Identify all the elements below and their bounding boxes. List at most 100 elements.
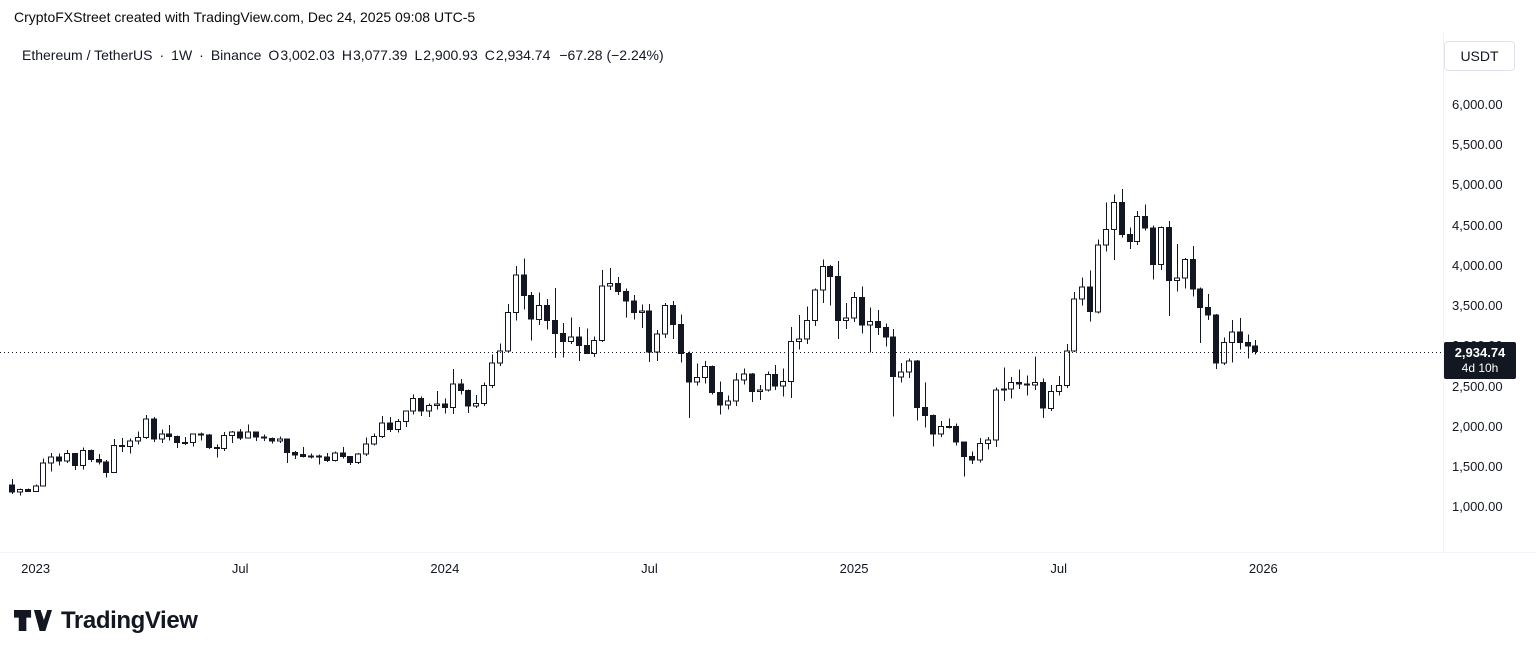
time-axis[interactable]: 2023 Jul 2024 Jul 2025 Jul 2026 bbox=[0, 552, 1536, 591]
time-tick: 2026 bbox=[1248, 561, 1278, 576]
candle bbox=[1190, 245, 1196, 297]
candle bbox=[1213, 314, 1219, 369]
candle bbox=[284, 438, 290, 463]
candle bbox=[694, 363, 700, 386]
candle bbox=[1016, 369, 1022, 389]
candle bbox=[1064, 343, 1070, 389]
candle bbox=[1166, 220, 1172, 316]
candle bbox=[159, 429, 165, 444]
candle bbox=[237, 428, 243, 441]
candle bbox=[513, 265, 519, 321]
candle bbox=[584, 328, 590, 355]
candle bbox=[489, 354, 495, 389]
time-tick: 2023 bbox=[21, 561, 51, 576]
price-tick: 1,000.00 bbox=[1452, 499, 1503, 515]
candle bbox=[300, 447, 306, 458]
candle bbox=[324, 453, 330, 462]
candle bbox=[340, 447, 346, 459]
candle bbox=[607, 267, 613, 290]
price-tick: 5,000.00 bbox=[1452, 177, 1503, 193]
candle bbox=[528, 292, 534, 341]
candle bbox=[166, 425, 172, 441]
open-value: O3,002.03 bbox=[268, 47, 335, 63]
candle bbox=[9, 479, 15, 494]
candle bbox=[725, 395, 731, 410]
candle bbox=[395, 419, 401, 433]
price-tick: 5,500.00 bbox=[1452, 137, 1503, 153]
candle bbox=[1150, 225, 1156, 280]
candle bbox=[741, 368, 747, 385]
candle bbox=[686, 351, 692, 418]
close-value: C2,934.74 bbox=[484, 47, 551, 63]
time-tick: 2025 bbox=[839, 561, 869, 576]
candle bbox=[820, 259, 826, 303]
candle bbox=[214, 444, 220, 458]
candle bbox=[174, 435, 180, 448]
currency-toggle-button[interactable]: USDT bbox=[1444, 41, 1515, 71]
candle bbox=[670, 301, 676, 340]
candle bbox=[867, 307, 873, 353]
candle bbox=[544, 299, 550, 330]
candle bbox=[143, 415, 149, 439]
candle bbox=[615, 277, 621, 296]
candle bbox=[1134, 211, 1140, 245]
candle bbox=[946, 418, 952, 429]
last-price-badge: 2,934.74 4d 10h bbox=[1444, 342, 1516, 379]
candle bbox=[1024, 375, 1030, 396]
candle bbox=[1205, 294, 1211, 320]
candle bbox=[890, 328, 896, 417]
candle bbox=[1229, 319, 1235, 363]
candle bbox=[450, 369, 456, 414]
candle bbox=[591, 336, 597, 358]
candle bbox=[639, 304, 645, 328]
price-tick: 2,000.00 bbox=[1452, 418, 1503, 434]
candle bbox=[206, 434, 212, 450]
candle bbox=[843, 302, 849, 329]
candle bbox=[654, 330, 660, 362]
candle bbox=[717, 381, 723, 415]
candle bbox=[316, 454, 322, 465]
candle bbox=[17, 488, 23, 496]
candle bbox=[505, 303, 511, 352]
price-tick: 3,500.00 bbox=[1452, 298, 1503, 314]
candle bbox=[1087, 270, 1093, 322]
candle bbox=[1142, 204, 1148, 231]
candle bbox=[977, 438, 983, 463]
candle bbox=[403, 410, 409, 428]
candle bbox=[473, 394, 479, 408]
tradingview-logo[interactable]: TradingView bbox=[14, 606, 198, 635]
candle bbox=[292, 451, 298, 459]
candle bbox=[709, 365, 715, 395]
candle bbox=[765, 371, 771, 392]
candle bbox=[434, 391, 440, 410]
candle bbox=[788, 327, 794, 398]
candle bbox=[190, 433, 196, 447]
candle bbox=[1032, 356, 1038, 390]
time-tick: Jul bbox=[1050, 561, 1068, 576]
price-tick: 4,000.00 bbox=[1452, 257, 1503, 273]
symbol-legend: Ethereum / TetherUS · 1W · Binance O3,00… bbox=[22, 47, 664, 63]
candle bbox=[347, 455, 353, 466]
candle bbox=[1040, 378, 1046, 418]
candle bbox=[678, 314, 684, 363]
price-axis[interactable]: 6,000.00 5,500.00 5,000.00 4,500.00 4,000.00… bbox=[1443, 33, 1536, 552]
price-tick: 2,500.00 bbox=[1452, 378, 1503, 394]
candle bbox=[812, 288, 818, 326]
candle bbox=[135, 431, 141, 445]
price-tick: 4,500.00 bbox=[1452, 217, 1503, 233]
candle bbox=[1158, 226, 1164, 270]
candle bbox=[599, 269, 605, 343]
candle bbox=[922, 382, 928, 428]
candle bbox=[906, 358, 912, 379]
candle bbox=[1048, 384, 1054, 412]
candle bbox=[953, 423, 959, 446]
candle bbox=[536, 292, 542, 326]
candle bbox=[772, 364, 778, 391]
candle bbox=[127, 438, 133, 454]
candle bbox=[804, 306, 810, 344]
candle bbox=[1103, 202, 1109, 252]
candle bbox=[552, 287, 558, 359]
candle bbox=[702, 360, 708, 384]
candle bbox=[111, 439, 117, 474]
